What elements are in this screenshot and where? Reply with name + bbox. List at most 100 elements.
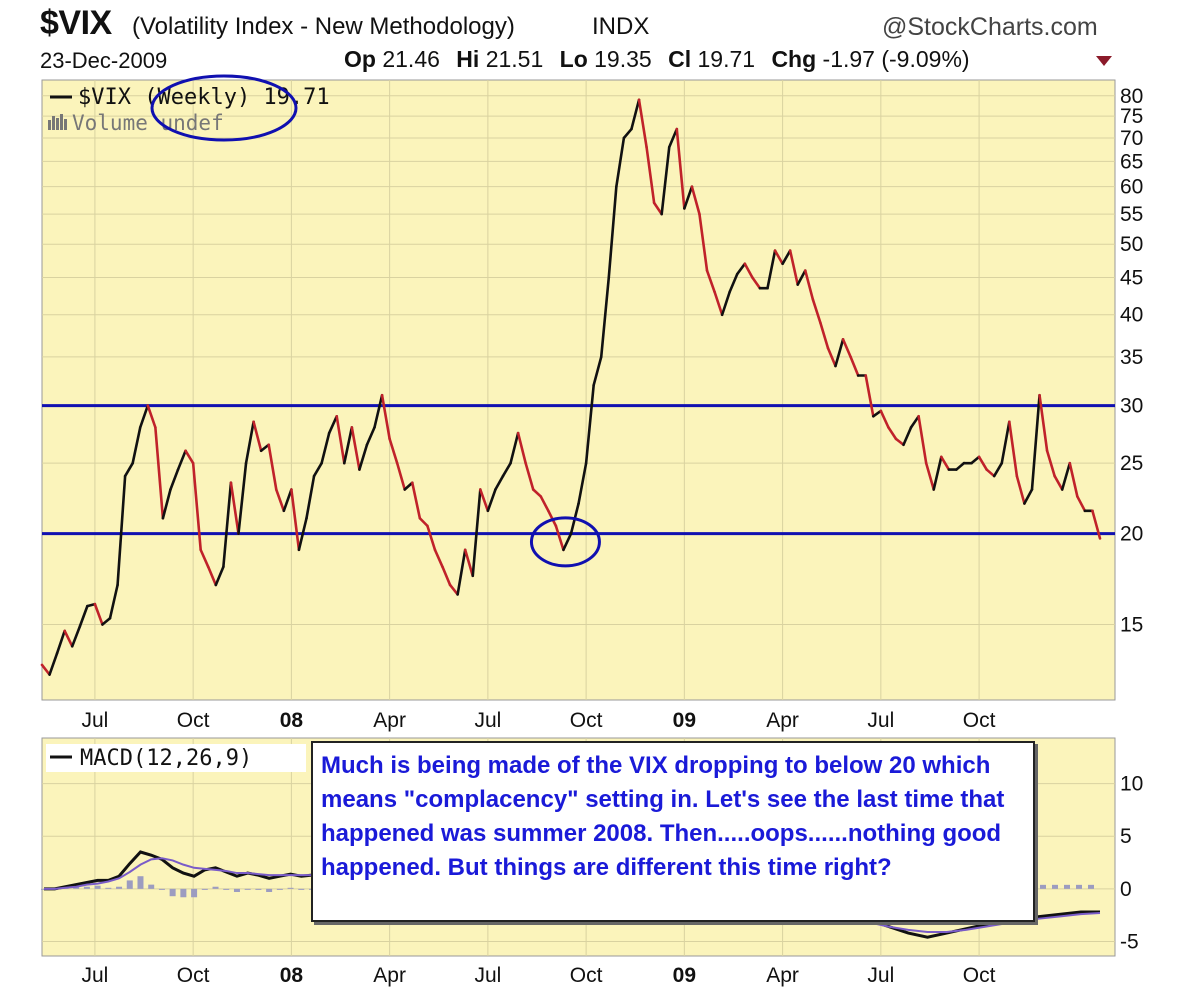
price-segment-56: [456, 548, 467, 596]
price-y-tick-5: 40: [1120, 304, 1143, 327]
macd-y-axis: 10 5 0 -5: [1120, 773, 1143, 954]
price-segment-15: [146, 404, 157, 429]
price-segment-74: [592, 355, 603, 387]
price-x-tick-1: Oct: [177, 709, 210, 732]
price-legend: $VIX (Weekly) 19.71 Volume undef: [48, 85, 330, 135]
macd-hist-bar-11: [158, 888, 165, 890]
price-panel: [41, 79, 1116, 701]
price-segment-36: [305, 474, 316, 520]
price-segment-114: [894, 437, 905, 447]
price-segment-118: [924, 461, 936, 491]
macd-hist-bar-24: [298, 888, 305, 890]
price-x-tick-7: Apr: [766, 709, 799, 732]
price-segment-4: [63, 629, 74, 648]
close-value: 19.71: [697, 46, 756, 72]
change-down-arrow-icon: [1096, 56, 1112, 66]
price-segment-10: [108, 583, 119, 620]
price-segment-49: [403, 481, 414, 491]
price-segment-136: [1060, 461, 1072, 491]
price-x-tick-9: Oct: [963, 709, 996, 732]
volume-bars-icon: [48, 114, 67, 130]
price-segment-83: [660, 145, 671, 216]
macd-legend-label: MACD(12,26,9): [80, 746, 252, 771]
macd-hist-bar-17: [223, 888, 230, 890]
price-segment-116: [909, 414, 920, 429]
macd-line-right: [869, 910, 1100, 939]
price-segment-25: [222, 481, 233, 569]
price-segment-140: [1091, 509, 1102, 540]
price-segment-103: [811, 298, 822, 325]
price-segment-132: [1030, 393, 1041, 491]
low-label: Lo: [559, 46, 588, 72]
price-segment-112: [879, 409, 890, 429]
price-segment-9: [101, 616, 112, 626]
price-segment-111: [871, 409, 883, 418]
price-segment-26: [229, 481, 240, 535]
macd-y-tick-3: -5: [1120, 930, 1139, 953]
change-label: Chg: [771, 46, 817, 72]
close-label: Cl: [668, 46, 692, 72]
price-segment-53: [433, 548, 444, 569]
low-value: 19.35: [594, 46, 652, 72]
price-segment-41: [342, 426, 354, 465]
price-segment-60: [486, 488, 497, 513]
price-segment-135: [1053, 474, 1064, 491]
price-y-tick-10: 65: [1120, 150, 1143, 173]
price-segment-59: [479, 488, 490, 513]
price-segment-69: [554, 524, 565, 552]
macd-hist-bar-12: [169, 888, 176, 897]
price-segment-138: [1076, 495, 1087, 513]
price-segment-137: [1068, 461, 1079, 498]
price-segment-66: [531, 488, 543, 498]
price-segment-117: [917, 414, 928, 465]
price-segment-47: [388, 437, 399, 465]
price-segment-17: [161, 488, 172, 520]
price-segment-91: [720, 290, 732, 317]
price-segment-11: [116, 474, 127, 587]
macd-x-tick-9: Oct: [963, 964, 996, 987]
price-segment-52: [426, 524, 437, 552]
macd-hist-bar-right-2: [1064, 884, 1070, 889]
price-segment-102: [803, 269, 815, 301]
price-segment-2: [48, 651, 59, 676]
macd-hist-bar-right-3: [1076, 884, 1082, 889]
macd-hist-bar-9: [137, 876, 144, 889]
price-segment-133: [1038, 393, 1049, 453]
quote-date: 23-Dec-2009: [40, 48, 168, 73]
macd-y-tick-0: 10: [1120, 773, 1143, 796]
price-segment-14: [138, 404, 150, 429]
price-y-tick-12: 75: [1120, 105, 1143, 128]
brand-logo-text: @StockCharts.com: [882, 13, 1098, 41]
macd-hist-bar-3: [73, 886, 80, 889]
price-x-tick-2: 08: [280, 709, 304, 732]
price-segment-115: [902, 426, 913, 447]
price-segment-93: [735, 262, 747, 276]
macd-hist-bar-14: [191, 888, 198, 898]
macd-hist-bar-right-4: [1088, 884, 1094, 889]
price-legend-label: $VIX (Weekly) 19.71: [78, 85, 330, 110]
macd-x-tick-5: Oct: [570, 964, 603, 987]
macd-hist-bar-6: [105, 887, 112, 889]
price-segment-134: [1045, 449, 1056, 478]
macd-x-tick-0: Jul: [81, 964, 108, 987]
price-y-tick-13: 80: [1120, 85, 1143, 108]
macd-hist-bar-13: [180, 888, 187, 898]
price-segment-97: [766, 249, 777, 290]
price-segment-107: [841, 338, 852, 359]
price-segment-54: [441, 565, 452, 587]
volume-legend-label: Volume undef: [72, 111, 224, 135]
macd-signal-right: [869, 912, 1101, 933]
macd-hist-bar-16: [212, 886, 219, 889]
level-lines: [42, 404, 1115, 536]
price-segment-88: [698, 212, 709, 272]
price-segment-101: [796, 269, 807, 286]
price-segment-80: [637, 98, 648, 149]
price-segment-45: [373, 393, 384, 429]
price-segment-99: [781, 249, 792, 266]
price-segment-92: [728, 272, 739, 294]
price-segment-43: [358, 443, 369, 471]
price-segment-6: [78, 604, 89, 628]
price-segment-27: [237, 461, 248, 535]
price-segment-76: [607, 185, 618, 279]
price-segment-98: [773, 249, 784, 266]
